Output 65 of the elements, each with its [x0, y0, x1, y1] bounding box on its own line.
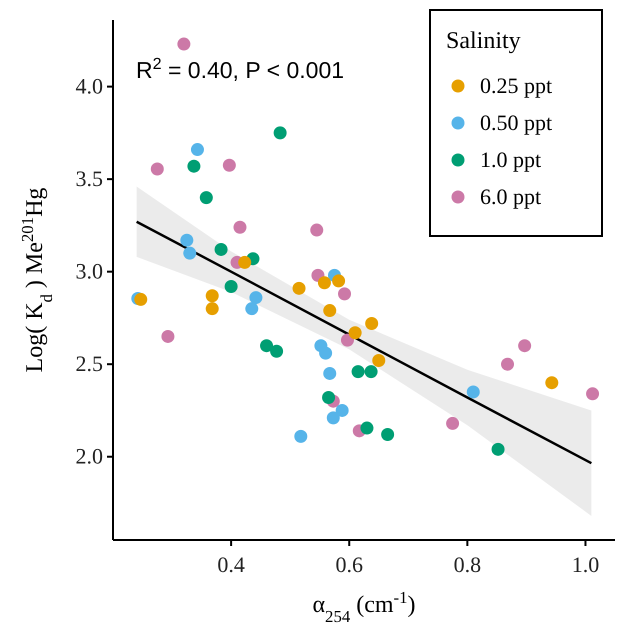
point [545, 376, 558, 390]
point [332, 274, 346, 288]
point [319, 346, 332, 360]
legend-label: 6.0 ppt [480, 184, 542, 209]
point [249, 291, 262, 304]
point [501, 358, 514, 371]
point [360, 422, 374, 435]
point [224, 280, 238, 293]
line-series [135, 220, 593, 464]
point [292, 282, 306, 295]
point [340, 334, 354, 347]
point [492, 442, 505, 456]
point [518, 339, 532, 352]
point [245, 302, 258, 316]
point [348, 326, 362, 340]
point [326, 411, 340, 424]
point [586, 387, 600, 400]
point [365, 316, 378, 330]
point [364, 365, 378, 378]
point [233, 220, 246, 234]
point [222, 158, 236, 172]
x-tick-label: 0.8 [454, 552, 482, 577]
x-tick-label: 0.6 [335, 552, 363, 577]
y-tick-label: 3.0 [76, 258, 103, 284]
point [310, 224, 324, 237]
legend-title: Salinity [446, 28, 521, 54]
point [338, 287, 352, 300]
x-axis-title: α$_{254}$ (cm$^{-1}$) [312, 588, 416, 623]
point [372, 354, 386, 367]
point [352, 365, 365, 378]
point [187, 160, 200, 173]
point [190, 143, 204, 156]
point [323, 366, 336, 380]
x-tick-label: 1.0 [572, 552, 600, 577]
point [183, 246, 196, 260]
point [206, 289, 219, 302]
point [180, 234, 194, 247]
x-tick-label: 0.4 [217, 552, 245, 577]
point [381, 428, 394, 442]
point [161, 330, 174, 343]
y-tick-label: 2.5 [76, 351, 103, 376]
point [260, 339, 274, 352]
point [446, 416, 460, 430]
point [336, 404, 349, 417]
legend-label: 0.50 ppt [480, 110, 552, 135]
y-tick-label: 2.0 [76, 444, 103, 469]
point [238, 256, 252, 269]
point [318, 276, 331, 290]
point [274, 126, 287, 140]
point [322, 391, 336, 404]
annotation: R$^{2}$ = 0.40, P < 0.001 [136, 55, 344, 83]
legend-label: 1.0 ppt [480, 147, 542, 172]
point [323, 304, 336, 318]
point [206, 302, 219, 316]
point [270, 344, 284, 358]
point [200, 191, 213, 204]
point [214, 242, 228, 256]
point [466, 385, 480, 398]
point [150, 162, 164, 176]
point [134, 292, 148, 306]
legend-label: 0.25 ppt [480, 73, 552, 98]
y-tick-label: 3.5 [76, 166, 103, 192]
y-tick-label: 4.0 [76, 74, 103, 99]
point [294, 430, 308, 443]
point [177, 38, 190, 51]
